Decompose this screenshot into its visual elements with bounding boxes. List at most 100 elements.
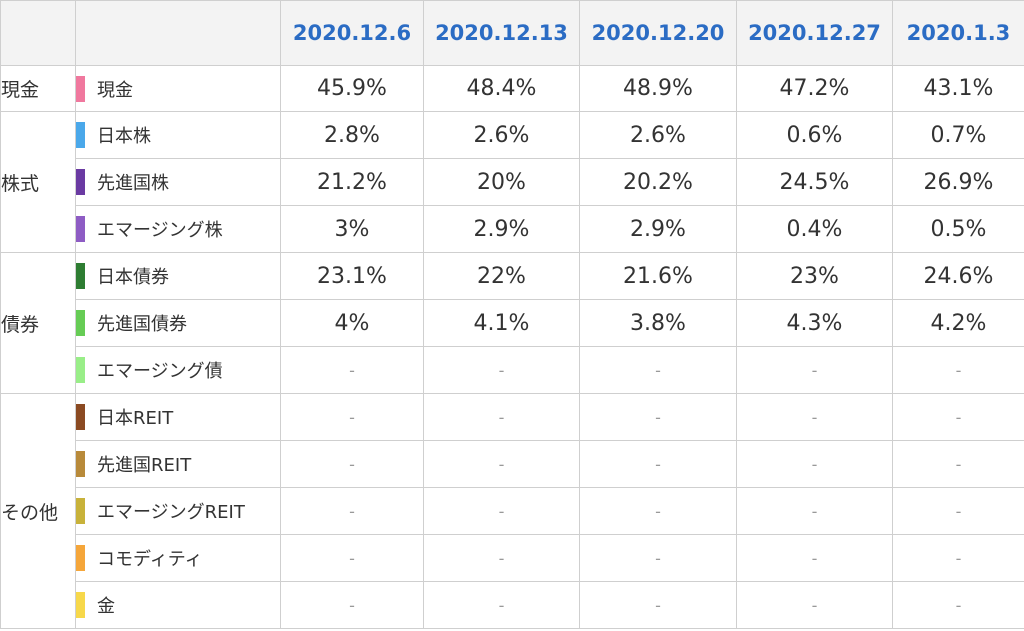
value-cell: 2.8%: [280, 111, 424, 159]
value-cell: -: [280, 581, 424, 629]
color-swatch: [76, 216, 85, 242]
value-cell: -: [280, 534, 424, 582]
value-cell: -: [736, 346, 893, 394]
asset-cell: 現金: [75, 65, 281, 112]
table-row: 株式 日本株 2.8% 2.6% 2.6% 0.6% 0.7%: [0, 111, 1024, 253]
value-cell: -: [736, 487, 893, 535]
value-cell: -: [423, 581, 580, 629]
value-cell: 2.6%: [579, 111, 737, 159]
value-cell: -: [579, 393, 737, 441]
value-cell: -: [736, 534, 893, 582]
value-cell: -: [280, 440, 424, 488]
table-row: 先進国債券 4% 4.1% 3.8% 4.3% 4.2%: [1, 299, 1024, 347]
asset-label: コモディティ: [97, 549, 203, 570]
color-swatch: [76, 357, 85, 383]
value-cell: -: [892, 581, 1024, 629]
color-swatch: [76, 592, 85, 618]
date-header: 2020.12.13: [423, 0, 580, 66]
color-swatch: [76, 310, 85, 336]
asset-cell: 日本債券: [75, 252, 281, 300]
date-header: 2020.12.6: [280, 0, 424, 66]
value-cell: 21.2%: [280, 158, 424, 206]
category-label: 債券: [0, 252, 76, 394]
asset-cell: エマージング株: [75, 205, 281, 253]
asset-label: 日本債券: [97, 267, 169, 288]
value-cell: 22%: [423, 252, 580, 300]
header-blank-asset: [75, 0, 281, 66]
value-cell: 2.9%: [423, 205, 580, 253]
value-cell: -: [736, 581, 893, 629]
asset-cell: 金: [75, 581, 281, 629]
value-cell: -: [280, 393, 424, 441]
table-row: コモディティ - - - - -: [1, 534, 1024, 582]
color-swatch: [76, 122, 85, 148]
asset-cell: 先進国債券: [75, 299, 281, 347]
value-cell: -: [280, 487, 424, 535]
value-cell: -: [892, 440, 1024, 488]
asset-label: 金: [97, 596, 115, 617]
value-cell: -: [423, 534, 580, 582]
value-cell: -: [579, 581, 737, 629]
asset-cell: コモディティ: [75, 534, 281, 582]
value-cell: -: [423, 346, 580, 394]
table-row: その他 日本REIT - - - - -: [0, 393, 1024, 629]
value-cell: 4%: [280, 299, 424, 347]
color-swatch: [76, 545, 85, 571]
value-cell: -: [892, 534, 1024, 582]
asset-label: エマージング株: [97, 220, 223, 241]
value-cell: -: [736, 440, 893, 488]
color-swatch: [76, 169, 85, 195]
asset-label: 先進国REIT: [97, 455, 192, 476]
table-row: エマージングREIT - - - - -: [1, 487, 1024, 535]
value-cell: 21.6%: [579, 252, 737, 300]
category-label: 株式: [0, 111, 76, 253]
value-cell: 48.9%: [579, 65, 737, 112]
table-row: 金-----: [1, 581, 1024, 629]
value-cell: 4.1%: [423, 299, 580, 347]
date-header: 2020.12.20: [579, 0, 737, 66]
color-swatch: [76, 75, 85, 102]
value-cell: -: [892, 346, 1024, 394]
asset-cell: 先進国REIT: [75, 440, 281, 488]
value-cell: -: [579, 440, 737, 488]
value-cell: 2.6%: [423, 111, 580, 159]
value-cell: 23.1%: [280, 252, 424, 300]
table-body: 現金 現金 45.9% 48.4% 48.9% 47.2% 43.1% 株式 日本株 2.8% 2.…: [0, 65, 1024, 629]
value-cell: -: [736, 393, 893, 441]
date-header: 2020.12.27: [736, 0, 893, 66]
value-cell: 24.6%: [892, 252, 1024, 300]
asset-label: 先進国株: [97, 173, 169, 194]
value-cell: 45.9%: [280, 65, 424, 112]
color-swatch: [76, 498, 85, 524]
color-swatch: [76, 451, 85, 477]
value-cell: -: [579, 487, 737, 535]
value-cell: -: [423, 393, 580, 441]
table-row: 現金 現金 45.9% 48.4% 48.9% 47.2% 43.1%: [0, 65, 1024, 112]
value-cell: -: [579, 346, 737, 394]
value-cell: 0.6%: [736, 111, 893, 159]
table-row: 先進国REIT - - - - -: [1, 440, 1024, 488]
value-cell: -: [579, 534, 737, 582]
value-cell: 3%: [280, 205, 424, 253]
value-cell: -: [892, 487, 1024, 535]
value-cell: 47.2%: [736, 65, 893, 112]
asset-cell: 日本株: [75, 111, 281, 159]
value-cell: 26.9%: [892, 158, 1024, 206]
asset-cell: エマージング債: [75, 346, 281, 394]
color-swatch: [76, 263, 85, 289]
header-row: 2020.12.6 2020.12.13 2020.12.20 2020.12.…: [0, 0, 1024, 66]
value-cell: -: [892, 393, 1024, 441]
asset-label: 現金: [97, 79, 133, 101]
value-cell: 20%: [423, 158, 580, 206]
asset-cell: 先進国株: [75, 158, 281, 206]
asset-label: エマージングREIT: [97, 502, 245, 523]
value-cell: 2.9%: [579, 205, 737, 253]
category-label: その他: [0, 393, 76, 629]
table-row: 債券 日本債券 23.1% 22% 21.6% 23% 24.6%: [0, 252, 1024, 394]
color-swatch: [76, 404, 85, 430]
asset-cell: エマージングREIT: [75, 487, 281, 535]
value-cell: 4.3%: [736, 299, 893, 347]
asset-label: 先進国債券: [97, 314, 187, 335]
date-header: 2020.1.3: [892, 0, 1024, 66]
